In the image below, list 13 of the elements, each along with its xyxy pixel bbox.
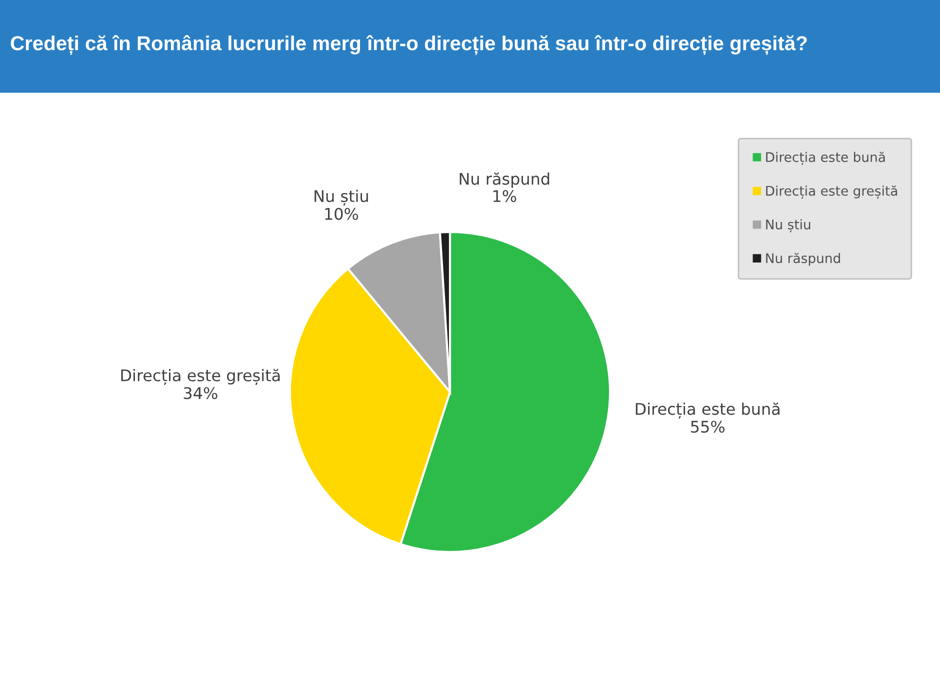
- legend-label: Nu știu: [766, 219, 810, 232]
- legend-label: Nu răspund: [766, 252, 840, 266]
- slice-label: Direcția este bună: [636, 402, 780, 419]
- data-label: 1%: [493, 190, 516, 202]
- chart-title: Credeți că în România lucrurile merg într-o direcție bună sau într-o direcție greșită?: [10, 35, 807, 55]
- data-label: 55%: [691, 420, 724, 433]
- slice-label: Nu răspund: [460, 172, 550, 188]
- slice-label: Direcția este greșită: [121, 368, 280, 385]
- data-label: 10%: [325, 208, 358, 220]
- data-label: 34%: [184, 387, 218, 400]
- legend-label: Direcția este greșită: [766, 186, 898, 199]
- legend-label: Direcția este bună: [766, 152, 885, 166]
- slice-label: Nu știu: [314, 190, 368, 206]
